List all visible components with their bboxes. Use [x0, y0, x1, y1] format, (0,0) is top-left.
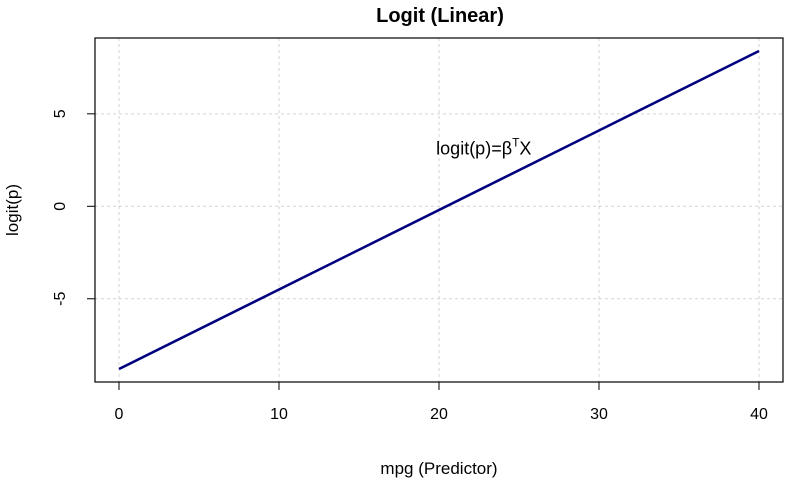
series-layer	[118, 49, 760, 371]
x-tick-label: 0	[115, 406, 124, 423]
x-tick-label: 40	[750, 406, 768, 423]
annotation-text: logit(p)=βTX	[436, 136, 531, 159]
x-tick-label: 20	[430, 406, 448, 423]
y-axis-label: logit(p)	[3, 184, 22, 236]
y-tick-label: 0	[52, 202, 69, 211]
y-tick-label: 5	[52, 109, 69, 118]
x-axis-label: mpg (Predictor)	[380, 459, 497, 478]
annotation-sup: T	[512, 136, 520, 150]
x-tick-label: 10	[270, 406, 288, 423]
y-tick-label: -5	[52, 292, 69, 306]
series-line	[118, 49, 760, 371]
annotation-tail: X	[519, 139, 531, 159]
annotation-base: logit(p)=β	[436, 139, 512, 159]
grid	[95, 38, 783, 382]
chart-title: Logit (Linear)	[376, 5, 504, 27]
y-axis: -5 0 5	[52, 109, 96, 306]
x-tick-label: 30	[590, 406, 608, 423]
x-axis: 0 10 20 30 40	[115, 381, 768, 423]
